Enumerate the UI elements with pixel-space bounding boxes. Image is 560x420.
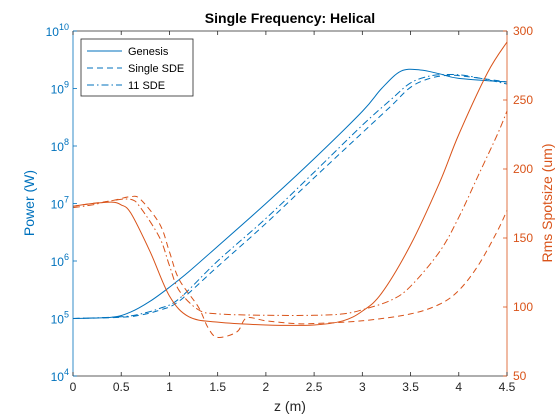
chart-title: Single Frequency: Helical bbox=[205, 10, 375, 26]
power-line-genesis bbox=[72, 68, 508, 319]
left-y-tick-label: 1010 bbox=[46, 22, 69, 39]
x-tick-label: 3 bbox=[359, 380, 366, 394]
power-line-single-sde bbox=[72, 74, 508, 319]
left-y-tick-label: 108 bbox=[51, 137, 69, 154]
x-tick-group: 0 0.5 1 1.5 2 2.5 3 3.5 4 4.5 bbox=[70, 31, 516, 394]
left-y-tick-label: 107 bbox=[51, 195, 69, 212]
left-y-axis-label: Power (W) bbox=[21, 170, 37, 236]
x-tick-label: 1.5 bbox=[209, 380, 226, 394]
x-tick-label: 0 bbox=[70, 380, 77, 394]
legend-label: Genesis bbox=[128, 46, 169, 58]
spotsize-series-group bbox=[72, 41, 508, 338]
legend-label: 11 SDE bbox=[128, 80, 165, 92]
spotsize-line-11-sde bbox=[72, 110, 508, 316]
right-y-tick-group: 50 100 150 200 250 300 bbox=[503, 24, 533, 383]
power-line-11-sde bbox=[72, 74, 508, 319]
left-y-tick-label: 106 bbox=[51, 252, 69, 269]
right-y-tick-label: 50 bbox=[513, 369, 527, 383]
x-tick-label: 1 bbox=[166, 380, 173, 394]
right-y-tick-label: 200 bbox=[513, 162, 533, 176]
legend-label: Single SDE bbox=[128, 63, 184, 75]
spotsize-line-genesis bbox=[72, 41, 508, 326]
x-tick-label: 4 bbox=[455, 380, 462, 394]
spotsize-line-single-sde bbox=[72, 195, 508, 338]
right-y-axis-label: Rms Spotsize (um) bbox=[539, 143, 555, 262]
x-tick-label: 3.5 bbox=[402, 380, 419, 394]
legend: Genesis Single SDE 11 SDE bbox=[80, 38, 194, 97]
x-axis-label: z (m) bbox=[274, 398, 306, 414]
x-tick-label: 2 bbox=[263, 380, 270, 394]
right-y-tick-label: 150 bbox=[513, 231, 533, 245]
x-tick-label: 2.5 bbox=[306, 380, 323, 394]
left-y-tick-label: 109 bbox=[51, 80, 69, 97]
x-tick-label: 0.5 bbox=[113, 380, 130, 394]
left-y-tick-group: 104 105 106 107 108 109 1010 bbox=[46, 22, 77, 384]
right-y-tick-label: 100 bbox=[513, 300, 533, 314]
left-y-tick-label: 104 bbox=[51, 367, 69, 384]
left-y-tick-label: 105 bbox=[51, 310, 69, 327]
right-y-tick-label: 300 bbox=[513, 24, 533, 38]
power-series-group bbox=[72, 68, 508, 319]
right-y-tick-label: 250 bbox=[513, 93, 533, 107]
x-tick-label: 4.5 bbox=[499, 380, 516, 394]
